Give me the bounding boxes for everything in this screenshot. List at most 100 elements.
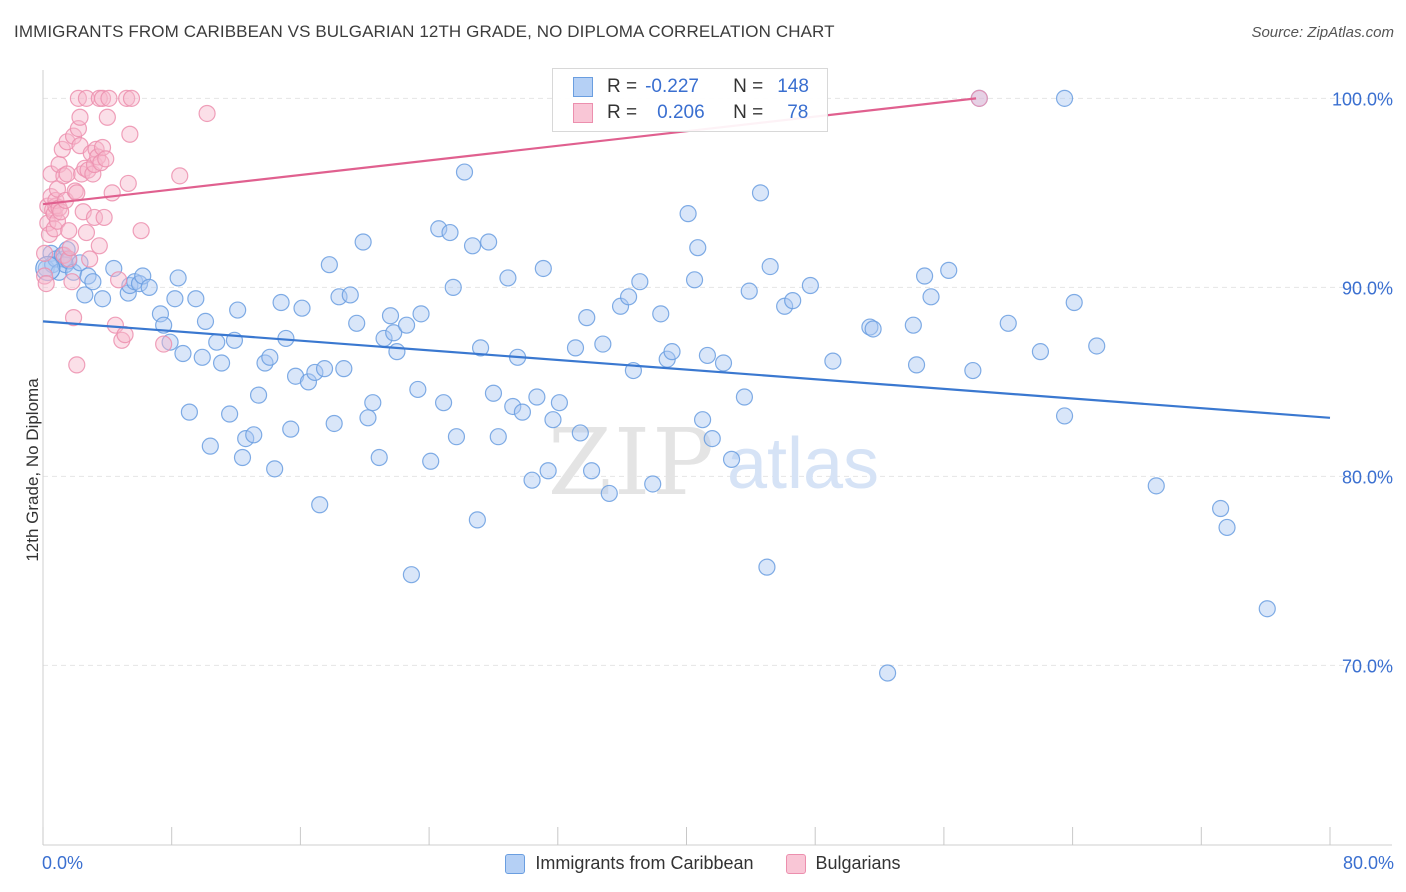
data-point-caribbean	[320, 256, 338, 274]
data-point-caribbean	[335, 360, 353, 378]
data-point-caribbean	[740, 282, 758, 300]
legend-row-caribbean: R = -0.227 N = 148	[573, 75, 809, 99]
data-point-caribbean	[685, 271, 704, 289]
data-point-caribbean	[922, 288, 940, 306]
legend-swatch-pink	[573, 103, 593, 123]
data-point-caribbean	[293, 299, 311, 317]
data-point-caribbean	[619, 288, 638, 306]
y-tick-label: 80.0%	[1342, 467, 1393, 487]
series-caribbean	[35, 89, 1276, 682]
data-point-caribbean	[499, 269, 517, 287]
data-point-caribbean	[693, 411, 712, 429]
data-point-caribbean	[315, 360, 334, 378]
trend-lines	[42, 97, 1331, 419]
data-point-caribbean	[161, 333, 179, 351]
data-point-caribbean	[484, 384, 503, 402]
data-point-caribbean	[1065, 293, 1083, 312]
data-point-caribbean	[444, 278, 462, 296]
data-point-caribbean	[566, 339, 585, 357]
data-point-caribbean	[249, 386, 268, 404]
data-point-caribbean	[904, 316, 922, 334]
data-point-caribbean	[539, 462, 557, 480]
data-point-caribbean	[306, 363, 324, 382]
legend-r-value: 0.206	[657, 102, 705, 123]
data-point-caribbean	[193, 348, 211, 366]
data-point-caribbean	[447, 428, 466, 446]
data-point-caribbean	[93, 290, 112, 308]
data-point-bulgarians	[93, 89, 112, 107]
trend-line-bulgarians	[42, 97, 977, 206]
data-point-bulgarians	[71, 108, 89, 126]
data-point-caribbean	[594, 335, 612, 353]
data-point-caribbean	[703, 429, 721, 448]
data-point-caribbean	[824, 352, 842, 370]
data-point-caribbean	[513, 403, 532, 421]
data-point-caribbean	[455, 163, 474, 181]
data-point-caribbean	[940, 261, 958, 279]
data-point-caribbean	[272, 293, 290, 312]
data-point-caribbean	[212, 354, 231, 372]
data-point-caribbean	[523, 471, 541, 489]
data-point-caribbean	[1088, 337, 1106, 355]
data-point-caribbean	[1212, 499, 1230, 518]
data-point-bulgarians	[81, 250, 99, 268]
data-point-caribbean	[964, 361, 982, 380]
legend-r-label: R =	[607, 76, 638, 97]
data-point-bulgarians	[85, 208, 104, 227]
watermark-atlas: atlas	[727, 424, 879, 504]
legend-item-bulgarians: Bulgarians	[785, 853, 901, 874]
x-tick-min: 0.0%	[42, 853, 84, 873]
data-point-caribbean	[229, 301, 247, 319]
data-point-bulgarians	[93, 138, 112, 157]
data-point-caribbean	[1055, 89, 1074, 107]
data-point-caribbean	[430, 220, 448, 238]
data-point-caribbean	[999, 314, 1017, 332]
data-point-caribbean	[221, 405, 239, 423]
data-point-caribbean	[722, 450, 741, 468]
data-point-bulgarians	[132, 222, 150, 240]
data-point-caribbean	[282, 420, 300, 438]
data-point-bulgarians	[60, 222, 78, 240]
data-point-caribbean	[714, 354, 733, 372]
data-point-caribbean	[76, 286, 94, 304]
legend-swatch-blue	[573, 77, 593, 97]
data-point-bulgarians	[118, 89, 136, 107]
data-point-bulgarians	[52, 203, 70, 221]
data-point-caribbean	[397, 316, 416, 334]
y-tick-label: 100.0%	[1332, 89, 1393, 109]
watermark: ZIP atlas	[548, 409, 879, 516]
legend-n-label: N =	[733, 102, 764, 123]
data-point-caribbean	[325, 414, 343, 433]
data-point-caribbean	[166, 290, 184, 308]
data-point-bulgarians	[61, 239, 79, 257]
data-point-caribbean	[528, 388, 546, 406]
source-credit: Source: ZipAtlas.com	[1251, 24, 1394, 41]
data-point-caribbean	[907, 356, 926, 374]
legend-label-bulgarians: Bulgarians	[815, 853, 901, 873]
legend-n-label: N =	[733, 76, 764, 97]
data-point-caribbean	[915, 267, 934, 285]
y-tick-label: 70.0%	[1342, 656, 1393, 676]
data-point-caribbean	[169, 269, 187, 287]
data-point-caribbean	[578, 309, 596, 327]
data-point-bulgarians	[68, 184, 86, 202]
data-point-caribbean	[689, 239, 707, 257]
legend-r-value: -0.227	[645, 76, 699, 97]
data-point-caribbean	[698, 346, 717, 365]
data-point-bulgarians	[58, 165, 76, 183]
data-point-caribbean	[1147, 477, 1165, 495]
data-point-caribbean	[299, 373, 318, 391]
watermark-zip: ZIP	[548, 409, 716, 516]
data-point-bulgarians	[121, 125, 139, 143]
data-point-caribbean	[434, 394, 453, 412]
chart-title: IMMIGRANTS FROM CARIBBEAN VS BULGARIAN 1…	[14, 22, 835, 41]
data-point-caribbean	[388, 343, 406, 361]
data-point-bulgarians	[155, 335, 173, 353]
legend-swatch-blue	[505, 853, 526, 874]
data-point-bulgarians	[90, 237, 108, 255]
legend-n-value: 148	[777, 76, 809, 97]
data-point-bulgarians	[68, 356, 86, 374]
data-point-caribbean	[644, 475, 662, 493]
data-point-caribbean	[471, 339, 490, 357]
data-point-bulgarians	[110, 271, 128, 289]
